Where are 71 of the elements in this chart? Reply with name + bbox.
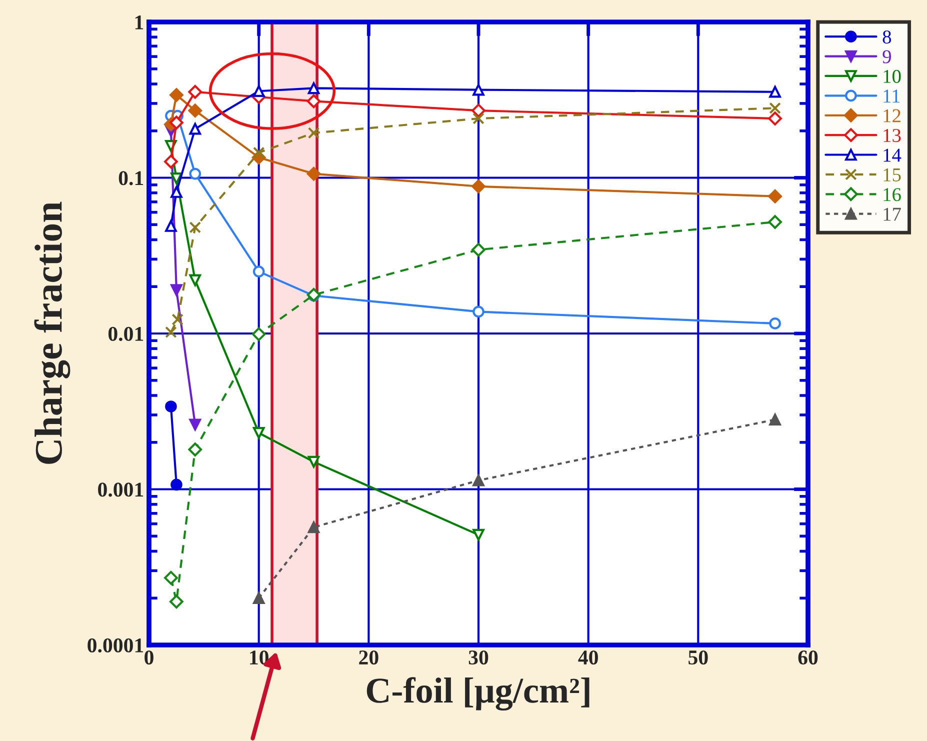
x-tick-label: 60 <box>798 650 818 665</box>
point <box>472 104 486 118</box>
y-tick-label: 0.1 <box>118 171 144 186</box>
point <box>252 266 265 278</box>
legend-label: 15 <box>884 168 901 182</box>
point <box>188 84 202 99</box>
point <box>769 86 781 98</box>
point <box>188 442 202 456</box>
point <box>472 112 484 124</box>
point <box>472 306 484 318</box>
point <box>164 154 178 169</box>
point <box>768 215 782 229</box>
point <box>252 427 265 439</box>
point <box>472 242 486 257</box>
point <box>165 220 177 232</box>
x-tick-label: 30 <box>468 650 488 665</box>
legend-label: 10 <box>884 70 901 83</box>
point <box>170 172 182 184</box>
point <box>170 284 182 296</box>
point <box>306 166 321 181</box>
x-axis-title: C-foil [μg/cm²] <box>366 677 590 710</box>
point <box>472 528 484 541</box>
legend-label: 8 <box>882 30 892 44</box>
legend-label: 9 <box>882 50 891 64</box>
point <box>252 146 265 159</box>
y-axis-title: Charge fraction <box>34 202 70 464</box>
y-tick-label: 0.01 <box>108 326 144 342</box>
legend-label: 17 <box>884 208 901 221</box>
point <box>472 179 486 194</box>
point <box>189 274 202 286</box>
point <box>189 418 202 431</box>
point <box>165 400 177 412</box>
point <box>472 84 484 96</box>
point <box>172 314 184 326</box>
y-tick-label: 0.0001 <box>88 638 144 653</box>
y-tick-label: 1 <box>135 15 144 30</box>
point <box>769 102 781 114</box>
point <box>170 594 184 609</box>
point <box>472 474 484 486</box>
point <box>189 168 202 180</box>
point <box>252 327 266 342</box>
legend-label: 14 <box>884 148 902 162</box>
y-tick-label: 0.001 <box>98 482 144 497</box>
x-tick-label: 50 <box>688 650 708 665</box>
point <box>252 85 265 98</box>
point <box>188 104 202 118</box>
point <box>164 570 178 585</box>
point <box>308 82 320 94</box>
point <box>170 478 182 491</box>
legend-label: 16 <box>884 188 901 202</box>
point <box>189 122 202 135</box>
x-tick-label: 20 <box>359 650 378 665</box>
legend-label: 12 <box>884 109 900 122</box>
x-tick-label: 0 <box>144 650 154 665</box>
point <box>308 521 320 534</box>
point <box>189 221 202 234</box>
legend-label: 13 <box>884 128 901 142</box>
x-tick-label: 40 <box>578 650 598 665</box>
point <box>769 318 781 330</box>
point <box>768 112 782 126</box>
point <box>308 127 320 139</box>
point <box>308 456 320 468</box>
point <box>252 592 265 604</box>
point <box>170 116 184 130</box>
point <box>170 88 184 102</box>
point <box>170 186 182 198</box>
point <box>306 94 321 108</box>
point <box>769 414 781 426</box>
point <box>768 189 782 204</box>
point <box>165 326 177 338</box>
legend-label: 11 <box>884 90 900 102</box>
